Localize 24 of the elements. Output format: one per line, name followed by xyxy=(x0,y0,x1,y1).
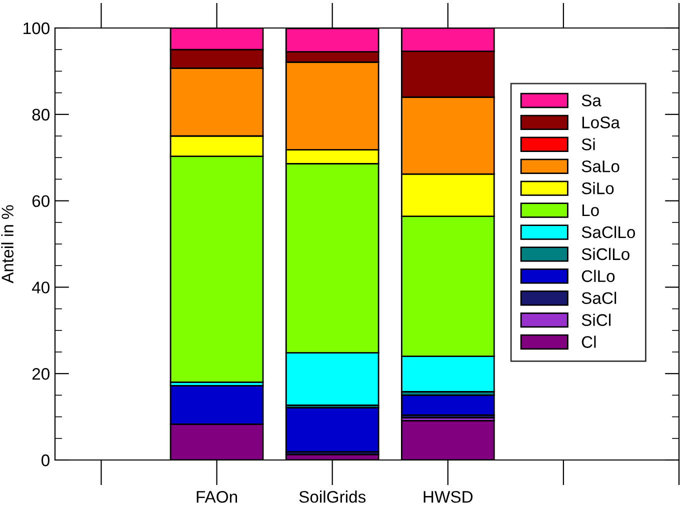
y-tick-label: 0 xyxy=(42,454,50,466)
bar xyxy=(285,407,380,452)
legend-label: LoSa xyxy=(582,116,620,128)
x-tick-label: HWSD xyxy=(424,490,473,503)
y-tick-label: 80 xyxy=(32,108,50,121)
legend-label: SaClLo xyxy=(582,226,636,238)
legend-label: SiLo xyxy=(582,182,614,194)
legend-label: SaCl xyxy=(582,292,616,304)
legend-label: SiClLo xyxy=(582,248,630,260)
y-tick-label: 60 xyxy=(32,195,50,208)
x-tick-label: FAOn xyxy=(196,490,238,503)
legend-label: SiCl xyxy=(582,314,610,326)
bar xyxy=(400,394,495,416)
x-tick-label: SoilGrids xyxy=(299,490,366,503)
legend-label: Cl xyxy=(582,336,596,348)
legend-label: ClLo xyxy=(582,270,615,282)
y-tick-label: 100 xyxy=(24,22,50,34)
y-axis-title: Anteil in % xyxy=(1,205,14,284)
y-tick-label: 40 xyxy=(32,282,50,294)
legend-label: Si xyxy=(582,138,595,150)
legend-label: Sa xyxy=(582,94,602,106)
legend-label: SaLo xyxy=(582,160,620,172)
y-tick-label: 20 xyxy=(32,368,50,380)
legend-label: Lo xyxy=(582,204,599,216)
